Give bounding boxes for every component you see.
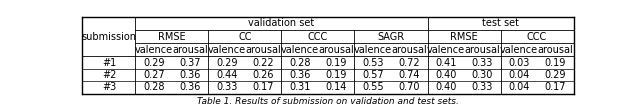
Text: CC: CC: [238, 32, 252, 42]
Text: 0.72: 0.72: [399, 58, 420, 68]
Text: valence: valence: [207, 45, 246, 55]
Text: SAGR: SAGR: [378, 32, 404, 42]
Text: RMSE: RMSE: [158, 32, 186, 42]
Text: 0.29: 0.29: [545, 70, 566, 80]
Text: 0.29: 0.29: [143, 58, 164, 68]
Text: CCC: CCC: [527, 32, 547, 42]
Text: 0.17: 0.17: [545, 82, 566, 92]
Text: 0.44: 0.44: [216, 70, 237, 80]
Text: 0.17: 0.17: [253, 82, 274, 92]
Text: RMSE: RMSE: [450, 32, 478, 42]
Text: valence: valence: [281, 45, 319, 55]
Text: 0.31: 0.31: [289, 82, 310, 92]
Text: 0.36: 0.36: [180, 82, 201, 92]
Text: test set: test set: [482, 18, 519, 28]
Text: arousal: arousal: [538, 45, 573, 55]
Text: arousal: arousal: [392, 45, 427, 55]
Text: 0.41: 0.41: [435, 58, 456, 68]
Text: 0.28: 0.28: [289, 58, 310, 68]
Text: 0.22: 0.22: [252, 58, 274, 68]
Text: 0.27: 0.27: [143, 70, 164, 80]
Text: Table 1. Results of submission on validation and test sets.: Table 1. Results of submission on valida…: [197, 97, 459, 106]
Text: 0.74: 0.74: [399, 70, 420, 80]
Text: valence: valence: [427, 45, 465, 55]
Text: 0.19: 0.19: [545, 58, 566, 68]
Text: arousal: arousal: [172, 45, 208, 55]
Text: 0.55: 0.55: [362, 82, 383, 92]
Text: 0.29: 0.29: [216, 58, 237, 68]
Text: valence: valence: [354, 45, 392, 55]
Text: 0.19: 0.19: [326, 58, 347, 68]
Text: 0.37: 0.37: [179, 58, 201, 68]
Text: 0.40: 0.40: [435, 70, 456, 80]
Text: 0.28: 0.28: [143, 82, 164, 92]
Text: 0.03: 0.03: [508, 58, 529, 68]
Text: #2: #2: [102, 70, 116, 80]
Text: submission: submission: [81, 32, 136, 42]
Text: valence: valence: [500, 45, 538, 55]
Text: 0.70: 0.70: [399, 82, 420, 92]
Text: 0.33: 0.33: [216, 82, 237, 92]
Text: arousal: arousal: [245, 45, 281, 55]
Text: #3: #3: [102, 82, 116, 92]
Text: 0.04: 0.04: [508, 70, 529, 80]
Text: #1: #1: [102, 58, 116, 68]
Text: 0.33: 0.33: [472, 58, 493, 68]
Text: arousal: arousal: [318, 45, 354, 55]
Text: 0.04: 0.04: [508, 82, 529, 92]
Text: valence: valence: [134, 45, 173, 55]
Text: 0.36: 0.36: [180, 70, 201, 80]
Text: 0.36: 0.36: [289, 70, 310, 80]
Text: 0.33: 0.33: [472, 82, 493, 92]
Text: 0.57: 0.57: [362, 70, 383, 80]
Text: 0.30: 0.30: [472, 70, 493, 80]
Text: 0.26: 0.26: [253, 70, 274, 80]
Text: 0.53: 0.53: [362, 58, 383, 68]
Text: 0.40: 0.40: [435, 82, 456, 92]
Text: 0.14: 0.14: [326, 82, 347, 92]
Text: CCC: CCC: [308, 32, 328, 42]
Text: arousal: arousal: [465, 45, 500, 55]
Text: validation set: validation set: [248, 18, 315, 28]
Text: 0.19: 0.19: [326, 70, 347, 80]
